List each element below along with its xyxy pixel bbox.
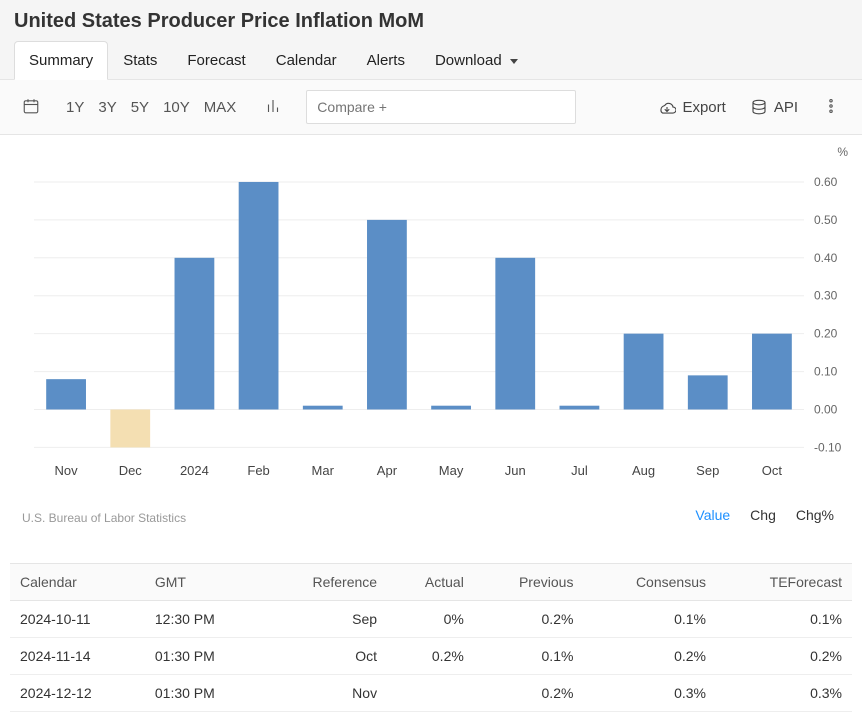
table-cell: 01:30 PM xyxy=(145,638,263,675)
table-body: 2024-10-1112:30 PMSep0%0.2%0.1%0.1%2024-… xyxy=(10,601,852,712)
svg-text:Sep: Sep xyxy=(696,463,719,478)
chart-unit-label: % xyxy=(837,145,848,159)
table-cell: 0.2% xyxy=(474,675,584,712)
svg-text:Apr: Apr xyxy=(377,463,398,478)
chart-container: % -0.10 0.00 0.10 0.20 0.30 0.40 0.50 0.60 Nov De… xyxy=(14,145,848,505)
tabs-bar: SummaryStatsForecastCalendarAlertsDownlo… xyxy=(14,41,848,79)
table-header-row: CalendarGMTReferenceActualPreviousConsen… xyxy=(10,564,852,601)
table-cell: 2024-10-11 xyxy=(10,601,145,638)
bar xyxy=(239,182,279,410)
table-cell: 0.2% xyxy=(387,638,474,675)
table-header: GMT xyxy=(145,564,263,601)
bar xyxy=(431,406,471,410)
bar xyxy=(303,406,343,410)
tab-calendar[interactable]: Calendar xyxy=(261,41,352,79)
data-table: CalendarGMTReferenceActualPreviousConsen… xyxy=(10,564,852,712)
bar xyxy=(560,406,600,410)
tab-stats[interactable]: Stats xyxy=(108,41,172,79)
table-cell: Nov xyxy=(263,675,388,712)
table-cell: Oct xyxy=(263,638,388,675)
table-row: 2024-10-1112:30 PMSep0%0.2%0.1%0.1% xyxy=(10,601,852,638)
table-cell: Sep xyxy=(263,601,388,638)
bar xyxy=(46,379,86,409)
svg-text:May: May xyxy=(439,463,464,478)
table-cell: 01:30 PM xyxy=(145,675,263,712)
table-cell: 0% xyxy=(387,601,474,638)
svg-text:Aug: Aug xyxy=(632,463,655,478)
table-cell: 0.3% xyxy=(716,675,852,712)
export-label: Export xyxy=(682,99,725,116)
range-button-3y[interactable]: 3Y xyxy=(92,93,122,122)
table-header: Reference xyxy=(263,564,388,601)
legend-item-value[interactable]: Value xyxy=(695,507,730,523)
svg-text:Jun: Jun xyxy=(505,463,526,478)
page-title: United States Producer Price Inflation M… xyxy=(14,10,848,33)
table-cell: 0.1% xyxy=(716,601,852,638)
svg-text:0.20: 0.20 xyxy=(814,327,838,341)
api-button[interactable]: API xyxy=(742,92,806,122)
range-button-10y[interactable]: 10Y xyxy=(157,93,196,122)
svg-text:0.50: 0.50 xyxy=(814,213,838,227)
table-header: Actual xyxy=(387,564,474,601)
table-cell: 0.2% xyxy=(716,638,852,675)
svg-text:2024: 2024 xyxy=(180,463,209,478)
bar xyxy=(688,375,728,409)
table-cell: 2024-11-14 xyxy=(10,638,145,675)
table-cell: 0.3% xyxy=(583,675,716,712)
table-cell: 0.2% xyxy=(583,638,716,675)
chevron-down-icon xyxy=(510,59,518,64)
bar-chart: -0.10 0.00 0.10 0.20 0.30 0.40 0.50 0.60 Nov Dec 2… xyxy=(14,145,848,505)
svg-text:Jul: Jul xyxy=(571,463,588,478)
bar xyxy=(175,258,215,410)
bar xyxy=(624,334,664,410)
range-button-max[interactable]: MAX xyxy=(198,93,243,122)
table-row: 2024-11-1401:30 PMOct0.2%0.1%0.2%0.2% xyxy=(10,638,852,675)
svg-text:0.30: 0.30 xyxy=(814,289,838,303)
svg-text:-0.10: -0.10 xyxy=(814,440,842,454)
table-cell: 0.1% xyxy=(474,638,584,675)
api-label: API xyxy=(774,99,798,116)
svg-text:0.00: 0.00 xyxy=(814,402,838,416)
svg-text:Mar: Mar xyxy=(312,463,335,478)
range-group: 1Y3Y5Y10YMAX xyxy=(60,93,242,122)
bar xyxy=(110,409,150,447)
table-header: Consensus xyxy=(583,564,716,601)
tab-alerts[interactable]: Alerts xyxy=(352,41,420,79)
table-header: Previous xyxy=(474,564,584,601)
chart-source: U.S. Bureau of Labor Statistics xyxy=(22,511,186,525)
bar xyxy=(367,220,407,410)
legend-item-chgpct[interactable]: Chg% xyxy=(796,507,834,523)
table-cell: 0.2% xyxy=(474,601,584,638)
svg-text:Nov: Nov xyxy=(55,463,79,478)
legend-item-chg[interactable]: Chg xyxy=(750,507,776,523)
svg-text:0.10: 0.10 xyxy=(814,365,838,379)
export-button[interactable]: Export xyxy=(650,92,733,122)
svg-text:0.60: 0.60 xyxy=(814,175,838,189)
chart-type-icon[interactable] xyxy=(256,91,290,124)
table-cell: 0.1% xyxy=(583,601,716,638)
range-button-1y[interactable]: 1Y xyxy=(60,93,90,122)
tab-download[interactable]: Download xyxy=(420,41,533,79)
tab-forecast[interactable]: Forecast xyxy=(172,41,260,79)
table-cell: 12:30 PM xyxy=(145,601,263,638)
tab-summary[interactable]: Summary xyxy=(14,41,108,80)
more-menu-icon[interactable] xyxy=(814,91,848,124)
range-button-5y[interactable]: 5Y xyxy=(125,93,155,122)
chart-toolbar: 1Y3Y5Y10YMAX Export API xyxy=(0,80,862,135)
table-cell: 2024-12-12 xyxy=(10,675,145,712)
data-table-container: CalendarGMTReferenceActualPreviousConsen… xyxy=(10,563,852,712)
svg-text:Feb: Feb xyxy=(247,463,269,478)
compare-input[interactable] xyxy=(306,90,576,124)
table-row: 2024-12-1201:30 PMNov0.2%0.3%0.3% xyxy=(10,675,852,712)
svg-text:0.40: 0.40 xyxy=(814,251,838,265)
calendar-icon[interactable] xyxy=(14,91,48,124)
bar xyxy=(495,258,535,410)
bar xyxy=(752,334,792,410)
table-header: TEForecast xyxy=(716,564,852,601)
table-cell xyxy=(387,675,474,712)
svg-text:Dec: Dec xyxy=(119,463,143,478)
table-header: Calendar xyxy=(10,564,145,601)
svg-text:Oct: Oct xyxy=(762,463,783,478)
